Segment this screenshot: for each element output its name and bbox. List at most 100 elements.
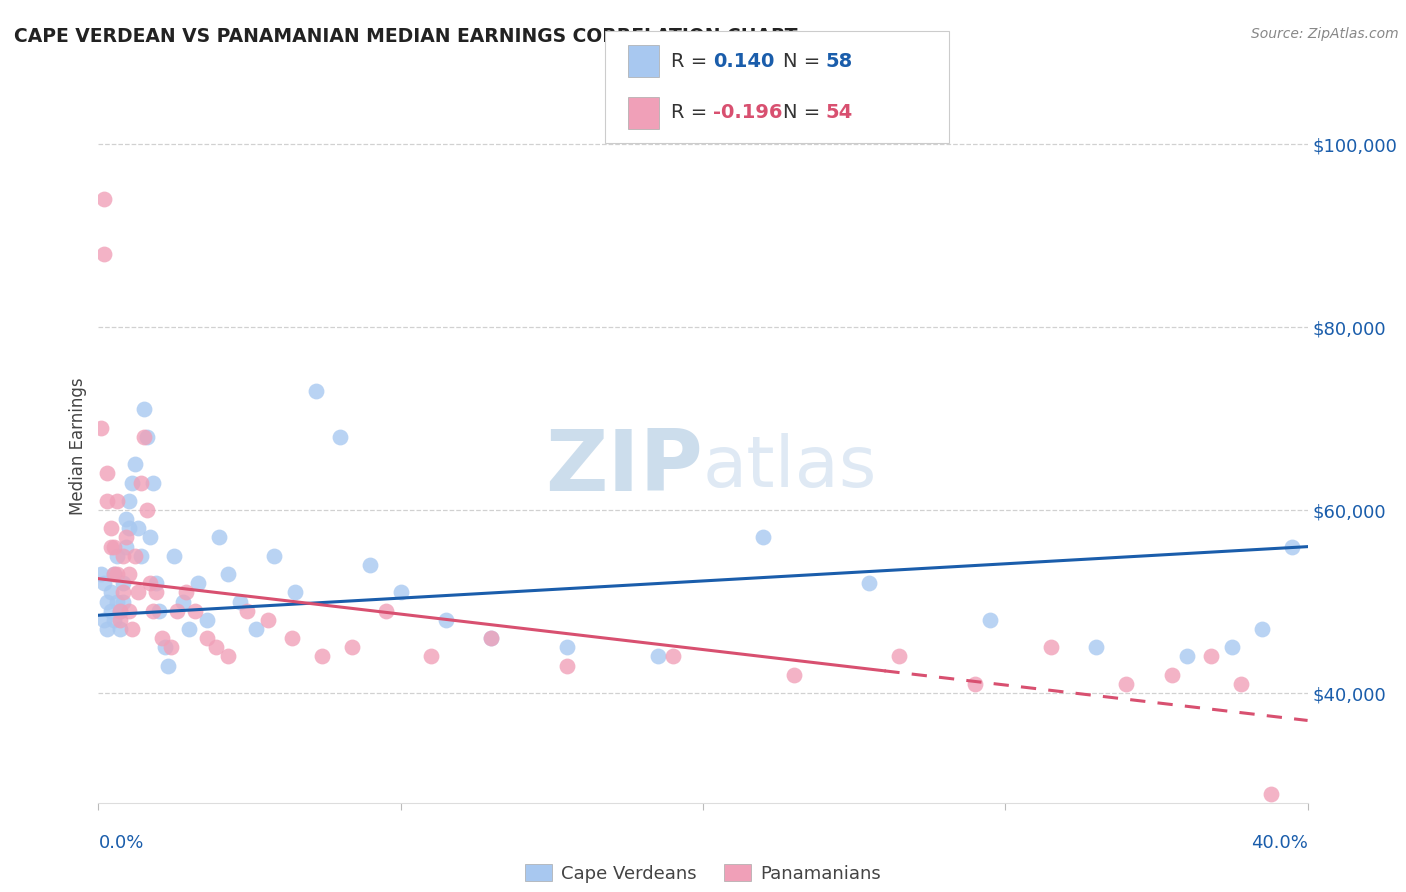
Point (142, 475, 165, 490)
Point (129, 475, 152, 490)
Point (187, 576, 209, 591)
Point (124, 549, 146, 563)
Point (281, 631, 304, 645)
Point (205, 640, 228, 655)
Point (108, 604, 131, 618)
Point (118, 604, 141, 618)
Point (118, 567, 141, 582)
Point (965, 677, 987, 691)
Point (129, 549, 152, 563)
Point (284, 585, 307, 599)
Text: atlas: atlas (703, 433, 877, 502)
Point (93, 576, 115, 591)
Text: ZIP: ZIP (546, 425, 703, 509)
Point (132, 402, 155, 417)
Text: N =: N = (783, 52, 827, 70)
Point (229, 594, 252, 608)
Point (208, 531, 231, 545)
Point (217, 649, 239, 664)
Point (108, 613, 131, 627)
Point (114, 512, 136, 526)
Point (342, 640, 364, 655)
Point (434, 613, 457, 627)
Point (647, 649, 669, 664)
Point (96, 622, 118, 636)
Legend: Cape Verdeans, Panamanians: Cape Verdeans, Panamanians (517, 857, 889, 890)
Point (174, 585, 197, 599)
Point (481, 631, 503, 645)
Point (111, 549, 134, 563)
Point (145, 585, 167, 599)
Point (153, 640, 176, 655)
Point (108, 604, 131, 618)
Text: R =: R = (671, 103, 713, 122)
Y-axis label: Median Earnings: Median Earnings (69, 377, 87, 515)
Point (1160, 667, 1182, 681)
Point (163, 549, 186, 563)
Point (127, 521, 149, 535)
Point (90, 420, 112, 434)
Point (217, 567, 239, 582)
Point (858, 576, 880, 591)
Point (105, 549, 128, 563)
Point (118, 494, 141, 508)
Text: -0.196: -0.196 (713, 103, 782, 122)
Point (1175, 649, 1198, 664)
Point (105, 494, 128, 508)
Point (166, 604, 188, 618)
Text: 58: 58 (825, 52, 852, 70)
Point (1230, 677, 1253, 691)
Point (111, 594, 134, 608)
Point (160, 640, 183, 655)
Point (93, 613, 115, 627)
Point (661, 649, 683, 664)
Point (263, 549, 285, 563)
Point (100, 585, 122, 599)
Point (245, 622, 267, 636)
Point (329, 430, 352, 444)
Point (103, 540, 125, 554)
Text: R =: R = (671, 52, 713, 70)
Point (127, 585, 149, 599)
Point (195, 613, 218, 627)
Point (1085, 640, 1108, 655)
Point (96, 594, 118, 608)
Point (311, 649, 333, 664)
Point (93, 247, 115, 261)
Point (1115, 677, 1137, 691)
Point (1281, 540, 1303, 554)
Point (979, 613, 1001, 627)
Text: 0.140: 0.140 (713, 52, 775, 70)
Point (782, 667, 804, 681)
Point (1199, 649, 1222, 664)
Point (105, 594, 128, 608)
Point (111, 585, 134, 599)
Point (100, 521, 122, 535)
Point (118, 521, 141, 535)
Point (103, 613, 125, 627)
Point (103, 567, 125, 582)
Point (1039, 640, 1062, 655)
Point (195, 631, 218, 645)
Point (108, 622, 131, 636)
Text: CAPE VERDEAN VS PANAMANIAN MEDIAN EARNINGS CORRELATION CHART: CAPE VERDEAN VS PANAMANIAN MEDIAN EARNIN… (14, 27, 797, 45)
Point (145, 576, 167, 591)
Point (90, 567, 112, 582)
Text: 0.0%: 0.0% (98, 834, 143, 852)
Point (114, 531, 136, 545)
Point (135, 503, 157, 517)
Point (139, 531, 162, 545)
Point (360, 558, 382, 572)
Point (135, 430, 157, 444)
Point (156, 658, 179, 673)
Point (1220, 640, 1243, 655)
Point (93, 192, 115, 206)
Point (96, 467, 118, 481)
Point (889, 649, 911, 664)
Point (1260, 787, 1282, 801)
Point (235, 604, 257, 618)
Point (121, 622, 143, 636)
Point (752, 531, 775, 545)
Point (305, 384, 328, 398)
Point (555, 658, 578, 673)
